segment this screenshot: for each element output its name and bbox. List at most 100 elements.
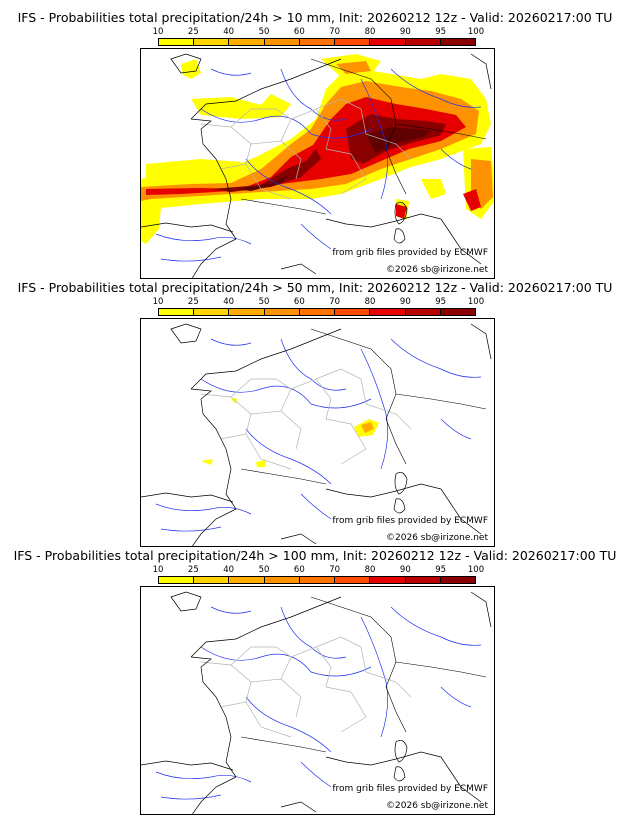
legend-tick-label: 50	[258, 27, 270, 37]
panel-50mm: IFS - Probabilities total precipitation/…	[0, 280, 630, 548]
coastline	[141, 222, 234, 233]
region-border-line	[245, 433, 292, 470]
probability-area	[146, 159, 241, 179]
region-border-line	[250, 678, 302, 718]
river-line	[360, 616, 388, 738]
river-line	[200, 108, 372, 139]
coastline	[190, 328, 342, 390]
region-border-line	[315, 368, 367, 405]
river-line	[390, 606, 482, 646]
coastline	[440, 218, 482, 265]
river-line	[360, 78, 388, 200]
coastline	[325, 751, 442, 766]
country-border-line	[395, 393, 487, 410]
legend-swatch	[335, 577, 371, 583]
legend-swatch	[229, 577, 265, 583]
coastline	[190, 58, 342, 120]
probability-area	[191, 94, 291, 119]
probability-area	[336, 61, 371, 74]
coastline	[470, 591, 492, 628]
river-line	[155, 503, 252, 515]
region-border-line	[365, 671, 412, 698]
river-line	[245, 428, 332, 485]
legend-swatch	[159, 39, 195, 45]
legend-tick-label: 90	[399, 297, 411, 307]
region-border-line	[245, 701, 292, 738]
probability-area	[211, 149, 321, 192]
legend-swatch	[194, 39, 230, 45]
legend-tick-label: 25	[187, 565, 199, 575]
data-source-credit: from grib files provided by ECMWF	[332, 248, 488, 258]
rivers	[155, 68, 482, 262]
probability-area	[396, 204, 407, 219]
legend-tick-label: 95	[435, 565, 447, 575]
legend-tick-label: 70	[329, 565, 341, 575]
rivers	[155, 606, 482, 800]
river-line	[300, 223, 332, 250]
region-border-line	[325, 686, 367, 733]
probability-area	[236, 173, 291, 191]
legend-tick-label: 60	[293, 27, 305, 37]
probability-shading	[201, 398, 379, 467]
panel-100mm: IFS - Probabilities total precipitation/…	[0, 548, 630, 818]
coastline	[280, 263, 317, 275]
region-border-line	[365, 133, 412, 160]
legend-ticks: 10 25 40 50 60 70 80 90 95 100	[153, 565, 485, 575]
panel-10mm: IFS - Probabilities total precipitation/…	[0, 10, 630, 280]
river-line	[280, 338, 347, 391]
region-border-line	[230, 646, 292, 666]
region-borders	[200, 368, 412, 470]
legend-tick-label: 10	[152, 27, 164, 37]
legend-tick-label: 50	[258, 297, 270, 307]
legend-swatch	[335, 309, 371, 315]
legend-swatch	[264, 577, 300, 583]
color-legend: 10 25 40 50 60 70 80 90 95 100	[153, 27, 484, 48]
legend-swatch	[370, 577, 406, 583]
legend-tick-label: 60	[293, 297, 305, 307]
legend-swatch	[405, 39, 441, 45]
legend-tick-label: 40	[223, 27, 235, 37]
color-legend: 10 25 40 50 60 70 80 90 95 100	[153, 565, 485, 586]
probability-area	[201, 459, 213, 465]
legend-swatch	[440, 577, 475, 583]
coastline	[190, 596, 342, 658]
precipitation-map: from grib files provided by ECMWF ©2026 …	[140, 48, 495, 279]
river-line	[210, 68, 252, 76]
legend-tick-label: 25	[187, 297, 199, 307]
river-line	[160, 794, 222, 800]
coastline	[470, 53, 492, 90]
river-line	[210, 606, 252, 614]
coastline	[141, 760, 234, 771]
river-line	[155, 233, 252, 245]
region-border-line	[230, 378, 292, 398]
legend-tick-label: 100	[467, 27, 485, 37]
country-border-line	[240, 736, 327, 753]
legend-swatch	[299, 309, 336, 315]
region-border-line	[250, 410, 302, 450]
panel-title: IFS - Probabilities total precipitation/…	[17, 10, 613, 25]
probability-area	[256, 460, 266, 467]
region-borders	[200, 98, 412, 200]
legend-swatch	[405, 577, 441, 583]
coastline	[440, 488, 482, 535]
coastline	[394, 202, 408, 225]
legend-tick-label: 40	[223, 565, 235, 575]
country-borders	[240, 596, 487, 753]
river-line	[440, 418, 472, 440]
coastline	[394, 472, 408, 495]
country-borders	[240, 58, 487, 215]
coastline	[191, 508, 237, 546]
legend-swatch	[194, 309, 230, 315]
coastline	[191, 776, 237, 814]
country-border-line	[310, 328, 342, 340]
coastline	[393, 498, 406, 514]
legend-bar	[158, 38, 476, 46]
river-line	[360, 348, 388, 470]
coastline	[170, 323, 202, 344]
legend-tick-label: 80	[364, 27, 376, 37]
probability-area	[361, 422, 374, 433]
legend-tick-label: 70	[329, 297, 341, 307]
river-line	[300, 761, 332, 788]
legend-swatch	[229, 309, 265, 315]
region-border-line	[280, 646, 332, 688]
